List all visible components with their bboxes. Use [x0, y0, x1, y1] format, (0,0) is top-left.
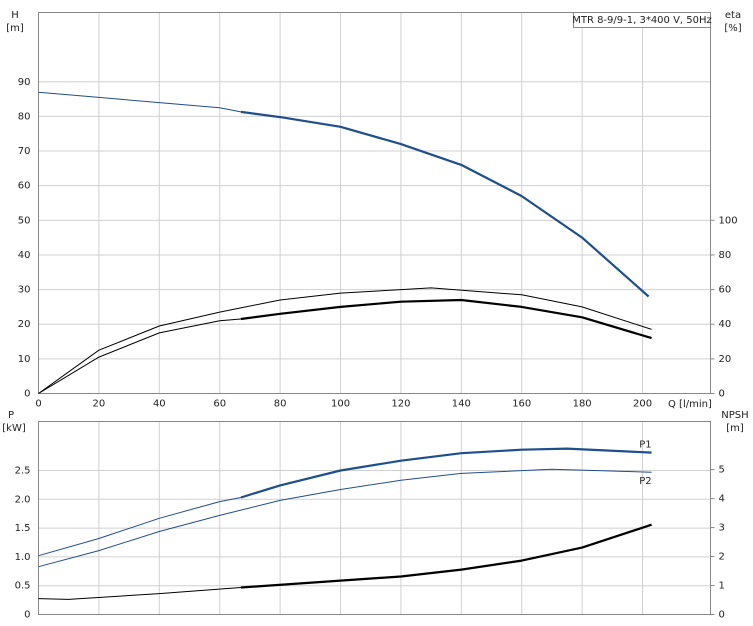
y-tick-label: 1.0	[15, 552, 31, 563]
y2-tick-label: 5	[719, 465, 725, 476]
y-tick-label: 70	[18, 146, 31, 157]
x-tick-label: 200	[633, 399, 652, 410]
y-tick-label: 60	[18, 181, 31, 192]
y-tick-label: 80	[18, 111, 31, 122]
y-tick-label: 2.0	[15, 494, 31, 505]
y2-tick-label: 40	[719, 319, 732, 330]
top-frame	[38, 12, 711, 394]
y2-label: eta	[725, 10, 741, 21]
curve	[38, 468, 652, 568]
curve	[38, 318, 241, 394]
y-label: H	[11, 10, 19, 21]
x-tick-label: 0	[35, 399, 41, 410]
curve-label: P1	[639, 440, 651, 451]
x-tick-label: 40	[153, 399, 166, 410]
title-box	[573, 12, 711, 28]
y-unit: [kW]	[2, 423, 26, 434]
y-tick-label: 0	[24, 610, 30, 621]
y-tick-label: 50	[18, 215, 31, 226]
curve-label: P2	[639, 476, 651, 487]
x-tick-label: 160	[512, 399, 531, 410]
x-tick-label: 60	[213, 399, 226, 410]
y2-tick-label: 100	[719, 215, 738, 226]
curve	[240, 298, 652, 340]
x-tick-label: 20	[93, 399, 106, 410]
y-tick-label: 0.5	[15, 581, 31, 592]
curve	[38, 497, 241, 557]
y-label: P	[8, 410, 14, 421]
curve	[38, 287, 652, 394]
x-tick-label: 100	[331, 399, 350, 410]
y2-tick-label: 4	[719, 494, 725, 505]
y-tick-label: 90	[18, 77, 31, 88]
curve	[240, 523, 652, 589]
x-tick-label: 180	[573, 399, 592, 410]
chart-title: MTR 8-9/9-1, 3*400 V, 50Hz	[572, 15, 712, 26]
y2-tick-label: 1	[719, 581, 725, 592]
x-tick-label: 80	[274, 399, 287, 410]
bottom-frame	[38, 421, 711, 615]
curve	[38, 91, 241, 113]
y-tick-label: 0	[24, 389, 30, 400]
y2-tick-label: 3	[719, 523, 725, 534]
y-tick-label: 2.5	[15, 465, 31, 476]
x-tick-label: 120	[391, 399, 410, 410]
y2-tick-label: 60	[719, 285, 732, 296]
y2-label: NPSH	[721, 410, 748, 421]
curve	[38, 587, 241, 600]
y-tick-label: 20	[18, 319, 31, 330]
y-tick-label: 1.5	[15, 523, 31, 534]
y2-tick-label: 20	[719, 354, 732, 365]
x-label: Q [l/min]	[668, 399, 712, 410]
y2-unit: [m]	[726, 423, 744, 434]
y-tick-label: 10	[18, 354, 31, 365]
y2-unit: [%]	[724, 23, 741, 34]
x-tick-label: 140	[452, 399, 471, 410]
y-tick-label: 30	[18, 285, 31, 296]
curve	[240, 110, 650, 298]
y2-tick-label: 0	[719, 610, 725, 621]
y2-tick-label: 2	[719, 552, 725, 563]
curve	[240, 447, 652, 499]
y2-tick-label: 80	[719, 250, 732, 261]
y-tick-label: 40	[18, 250, 31, 261]
y-unit: [m]	[6, 23, 24, 34]
y2-tick-label: 0	[719, 389, 725, 400]
